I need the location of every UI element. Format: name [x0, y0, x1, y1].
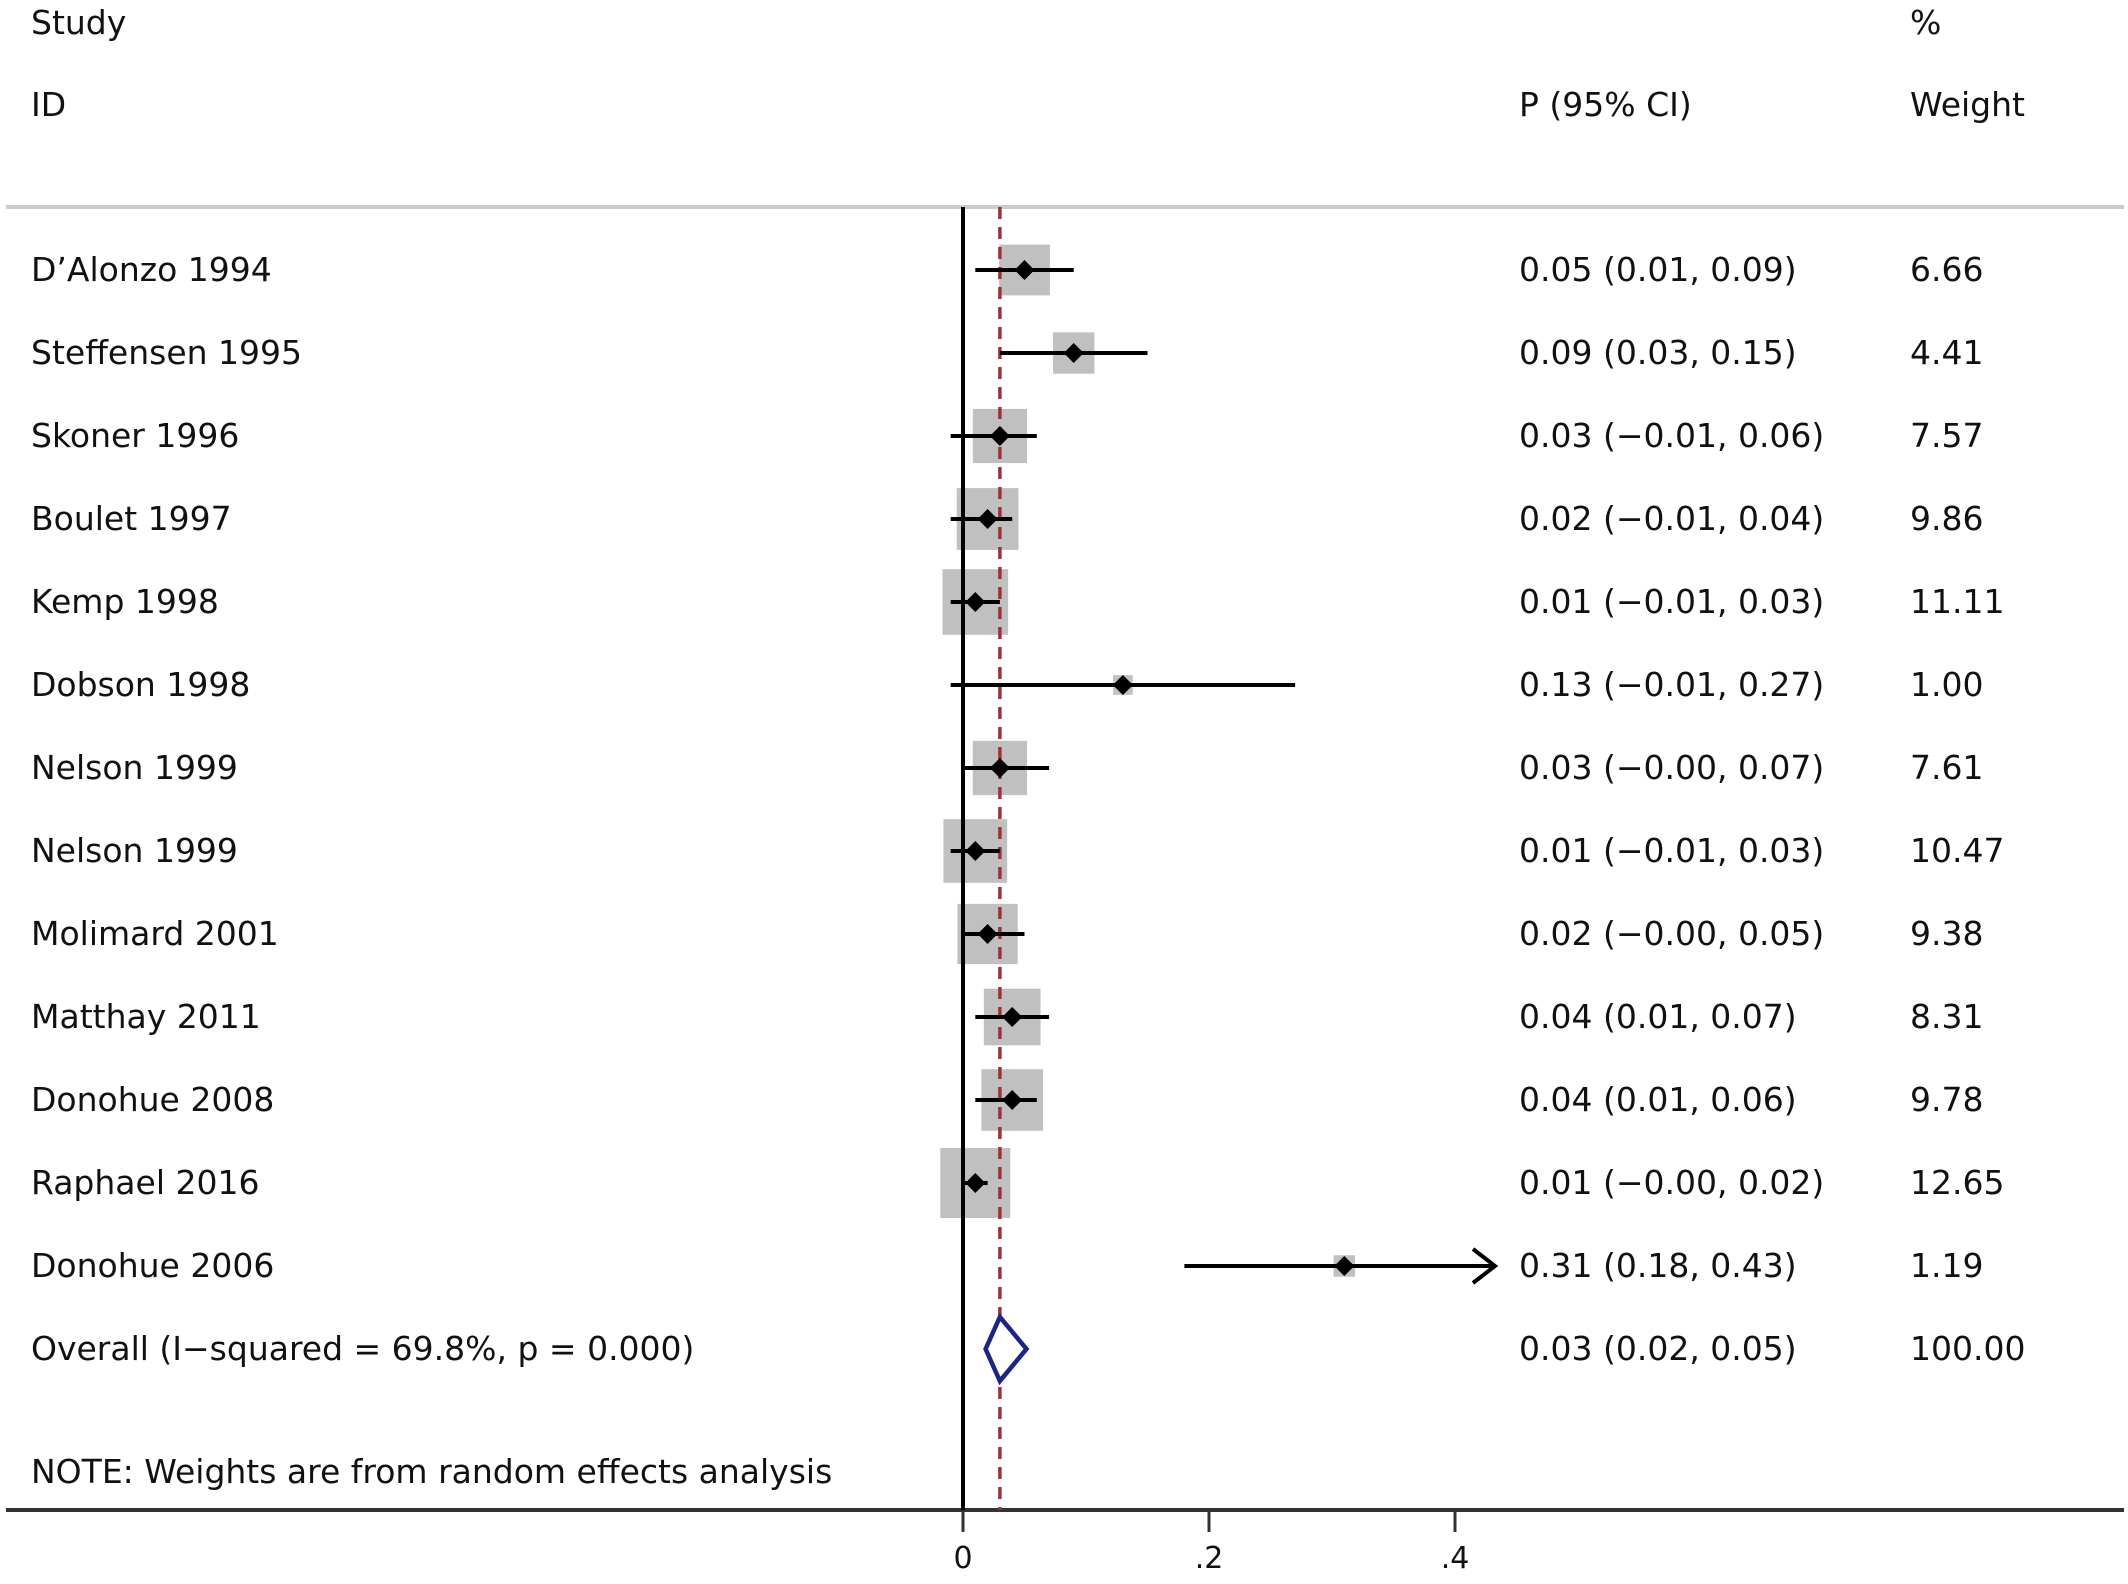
- header-ci: P (95% CI): [1519, 85, 1692, 124]
- point-estimate-10: [1002, 1007, 1023, 1027]
- ci-value: 0.03 (−0.00, 0.07): [1519, 748, 1825, 787]
- point-estimate-11: [1002, 1090, 1023, 1110]
- header-study: Study: [31, 3, 127, 42]
- weight-value: 8.31: [1910, 997, 1984, 1036]
- weight-value: 6.66: [1910, 250, 1984, 289]
- weight-value: 11.11: [1910, 582, 2005, 621]
- study-label: Steffensen 1995: [31, 333, 303, 372]
- header-percent: %: [1910, 3, 1942, 42]
- study-label: Dobson 1998: [31, 665, 251, 704]
- study-label: Boulet 1997: [31, 499, 232, 538]
- weight-value: 1.19: [1910, 1246, 1984, 1285]
- weight-value: 9.38: [1910, 914, 1984, 953]
- point-estimate-3: [989, 426, 1010, 446]
- ci-value: 0.04 (0.01, 0.06): [1519, 1080, 1797, 1119]
- ci-value: 0.05 (0.01, 0.09): [1519, 250, 1797, 289]
- point-estimate-1: [1014, 260, 1035, 280]
- x-tick-label: .2: [1194, 1541, 1224, 1576]
- study-label: Raphael 2016: [31, 1163, 260, 1202]
- point-estimate-12: [965, 1173, 986, 1193]
- ci-value: 0.02 (−0.01, 0.04): [1519, 499, 1825, 538]
- point-estimate-7: [989, 758, 1010, 778]
- ci-value: 0.02 (−0.00, 0.05): [1519, 914, 1825, 953]
- weight-value: 7.57: [1910, 416, 1984, 455]
- ci-value: 0.01 (−0.01, 0.03): [1519, 582, 1825, 621]
- ci-value: 0.01 (−0.01, 0.03): [1519, 831, 1825, 870]
- study-label: D’Alonzo 1994: [31, 250, 272, 289]
- weight-value: 7.61: [1910, 748, 1984, 787]
- header-id: ID: [31, 85, 67, 124]
- ci-value: 0.13 (−0.01, 0.27): [1519, 665, 1825, 704]
- header-weight: Weight: [1910, 85, 2025, 124]
- weight-value: 1.00: [1910, 665, 1984, 704]
- point-estimate-13: [1334, 1256, 1355, 1276]
- overall-ci-value: 0.03 (0.02, 0.05): [1519, 1329, 1797, 1368]
- overall-diamond: [983, 1312, 1030, 1386]
- ci-value: 0.03 (−0.01, 0.06): [1519, 416, 1825, 455]
- ci-value: 0.31 (0.18, 0.43): [1519, 1246, 1797, 1285]
- overall-weight-value: 100.00: [1910, 1329, 2026, 1368]
- ci-value: 0.04 (0.01, 0.07): [1519, 997, 1797, 1036]
- study-label: Nelson 1999: [31, 831, 238, 870]
- overall-label: Overall (I−squared = 69.8%, p = 0.000): [31, 1329, 695, 1368]
- ci-arrow-13: [1471, 1247, 1499, 1285]
- point-estimate-8: [965, 841, 986, 861]
- ci-value: 0.09 (0.03, 0.15): [1519, 333, 1797, 372]
- weight-value: 12.65: [1910, 1163, 2005, 1202]
- x-tick-label: 0: [953, 1541, 973, 1576]
- point-estimate-5: [965, 592, 986, 612]
- study-label: Donohue 2006: [31, 1246, 275, 1285]
- point-estimate-9: [977, 924, 998, 944]
- study-label: Skoner 1996: [31, 416, 240, 455]
- study-label: Donohue 2008: [31, 1080, 275, 1119]
- weight-value: 9.78: [1910, 1080, 1984, 1119]
- study-label: Molimard 2001: [31, 914, 279, 953]
- x-tick-label: .4: [1440, 1541, 1470, 1576]
- point-estimate-2: [1063, 343, 1084, 363]
- ci-value: 0.01 (−0.00, 0.02): [1519, 1163, 1825, 1202]
- point-estimate-4: [977, 509, 998, 529]
- weight-value: 4.41: [1910, 333, 1984, 372]
- study-label: Matthay 2011: [31, 997, 261, 1036]
- footnote: NOTE: Weights are from random effects an…: [31, 1452, 833, 1491]
- point-estimate-6: [1112, 675, 1133, 695]
- weight-value: 10.47: [1910, 831, 2005, 870]
- study-label: Kemp 1998: [31, 582, 219, 621]
- study-label: Nelson 1999: [31, 748, 238, 787]
- weight-value: 9.86: [1910, 499, 1984, 538]
